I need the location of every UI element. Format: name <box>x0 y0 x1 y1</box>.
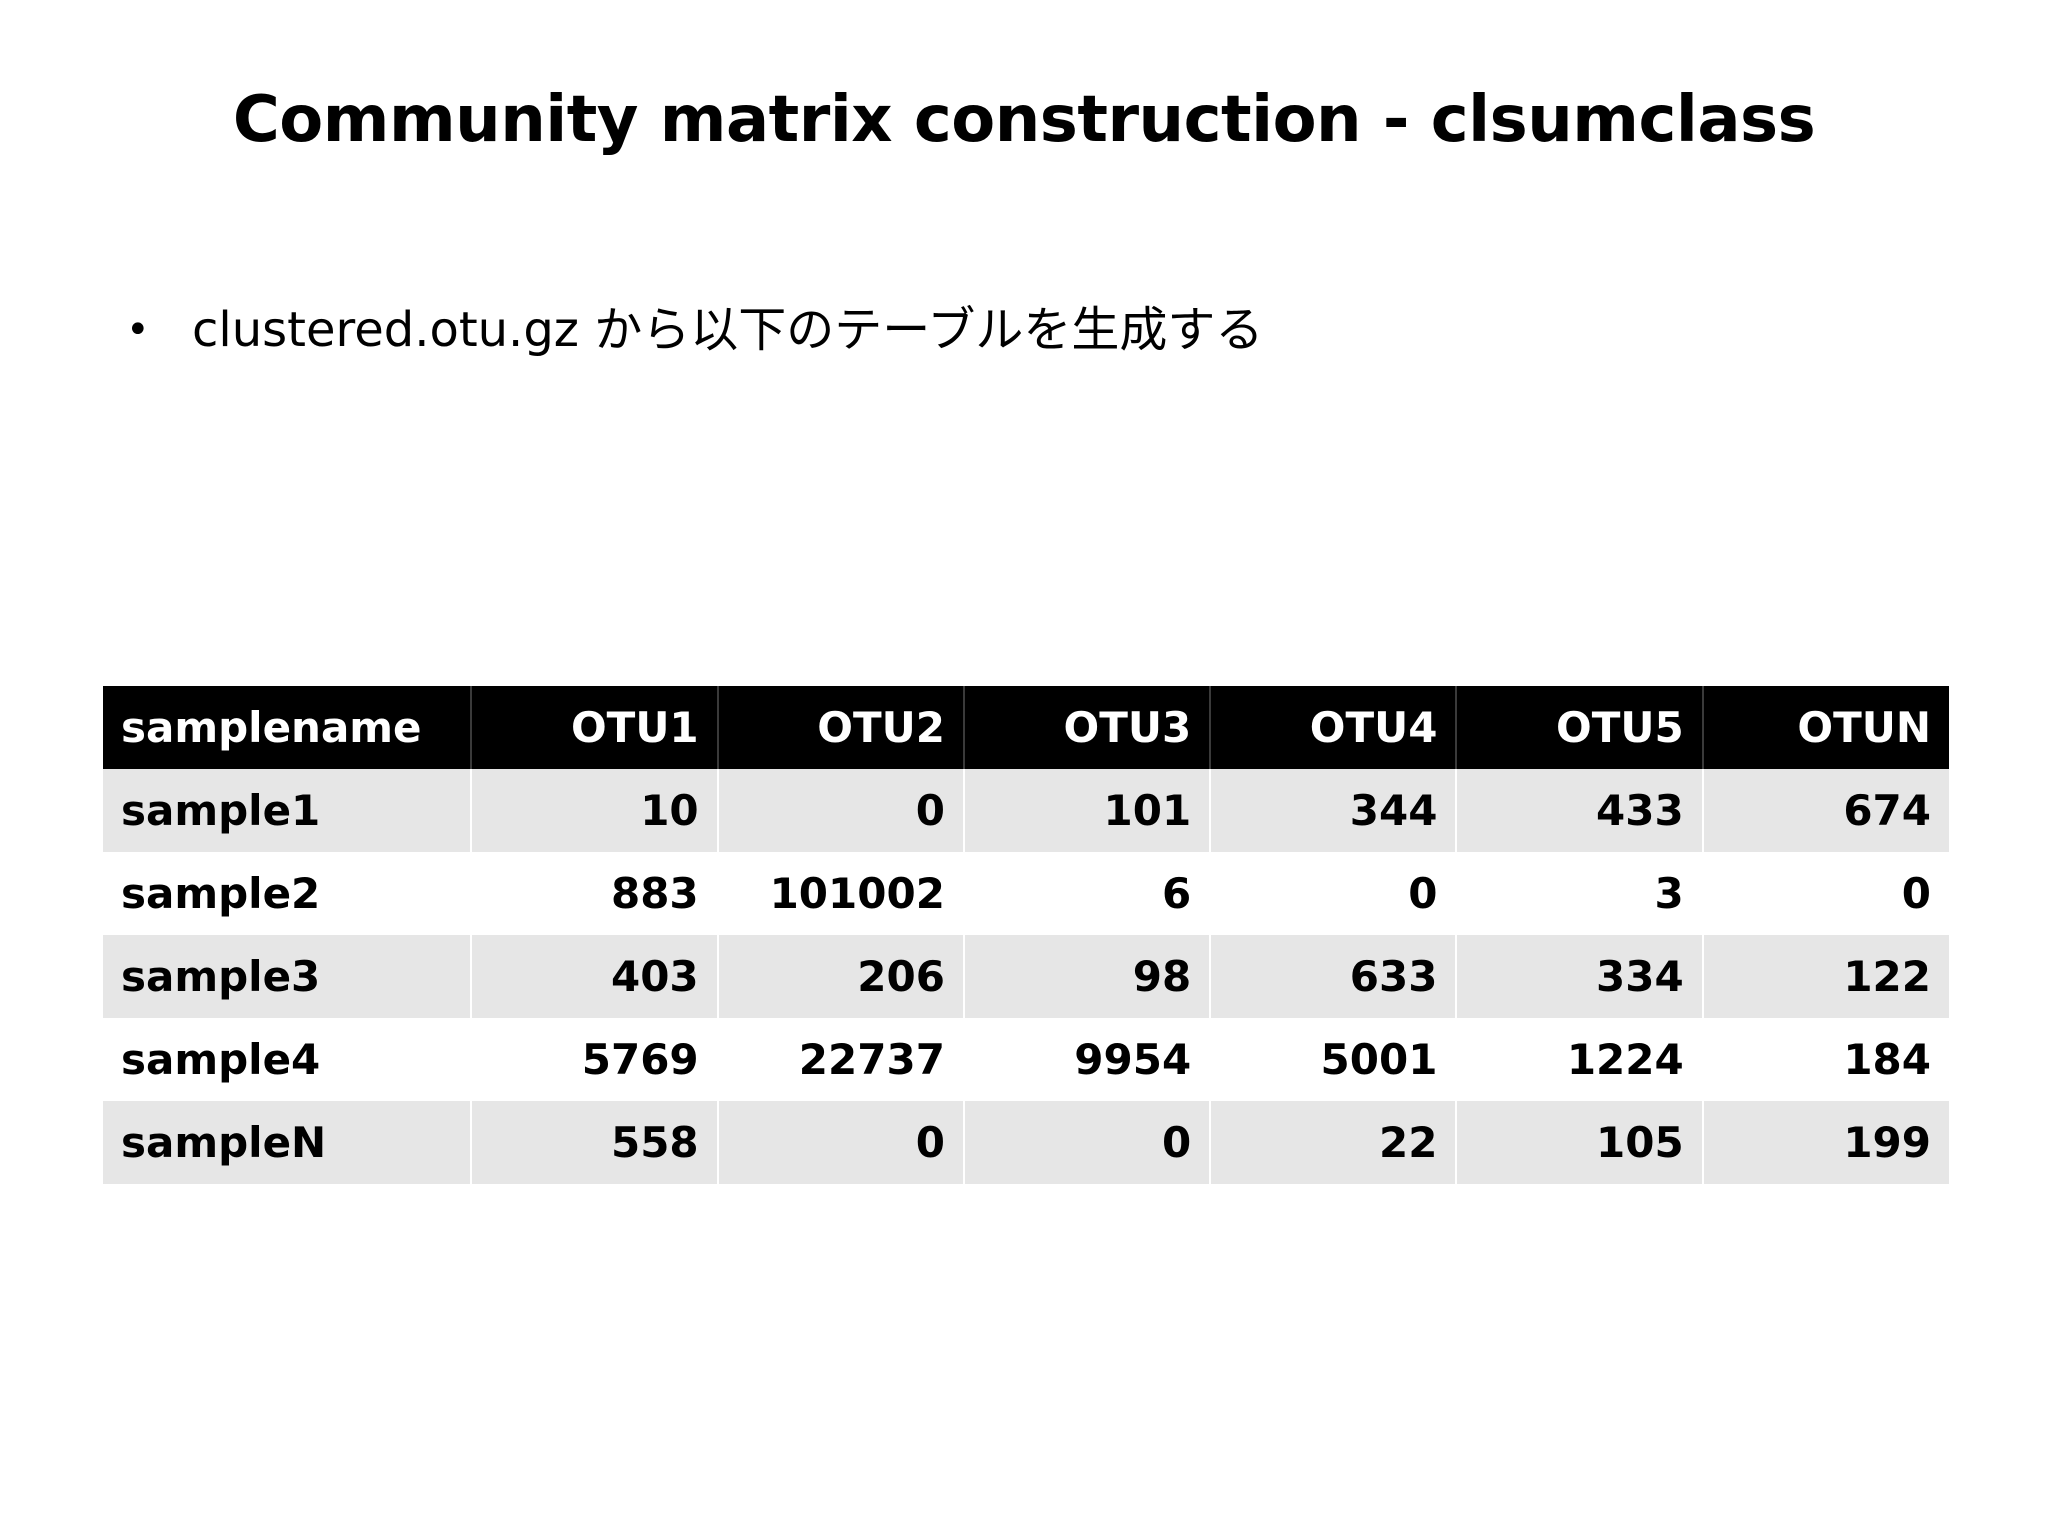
sample-name-cell: sample2 <box>103 852 473 935</box>
table-row: sampleN 558 0 0 22 105 199 <box>103 1101 1949 1184</box>
sample-name-cell: sample4 <box>103 1018 473 1101</box>
sample-name-cell: sampleN <box>103 1101 473 1184</box>
count-cell: 1224 <box>1456 1018 1704 1101</box>
count-cell: 883 <box>471 852 719 935</box>
sample-name-cell: sample1 <box>103 769 473 852</box>
column-header-otun: OTUN <box>1702 686 1949 769</box>
otu-table: samplename OTU1 OTU2 OTU3 OTU4 OTU5 OTUN… <box>103 686 1949 1184</box>
count-cell: 98 <box>963 935 1212 1018</box>
count-cell: 101002 <box>717 852 965 935</box>
count-cell: 22737 <box>717 1018 965 1101</box>
count-cell: 403 <box>471 935 719 1018</box>
count-cell: 22 <box>1210 1101 1458 1184</box>
count-cell: 334 <box>1456 935 1704 1018</box>
column-header-samplename: samplename <box>103 686 473 769</box>
bullet-item: • clustered.otu.gz から以下のテーブルを生成する <box>120 296 1920 364</box>
count-cell: 0 <box>963 1101 1212 1184</box>
count-cell: 433 <box>1456 769 1704 852</box>
bullet-list: • clustered.otu.gz から以下のテーブルを生成する <box>120 296 1920 364</box>
table-row: sample4 5769 22737 9954 5001 1224 184 <box>103 1018 1949 1101</box>
count-cell: 9954 <box>963 1018 1212 1101</box>
count-cell: 105 <box>1456 1101 1704 1184</box>
sample-name-cell: sample3 <box>103 935 473 1018</box>
count-cell: 199 <box>1702 1101 1949 1184</box>
count-cell: 0 <box>1702 852 1949 935</box>
slide-title: Community matrix construction - clsumcla… <box>232 83 1816 157</box>
count-cell: 674 <box>1702 769 1949 852</box>
column-header-otu4: OTU4 <box>1210 686 1458 769</box>
table-row: sample1 10 0 101 344 433 674 <box>103 769 1949 852</box>
table-row: sample3 403 206 98 633 334 122 <box>103 935 1949 1018</box>
count-cell: 6 <box>963 852 1212 935</box>
table-header-row: samplename OTU1 OTU2 OTU3 OTU4 OTU5 OTUN <box>103 686 1949 769</box>
count-cell: 5001 <box>1210 1018 1458 1101</box>
table-row: sample2 883 101002 6 0 3 0 <box>103 852 1949 935</box>
count-cell: 633 <box>1210 935 1458 1018</box>
count-cell: 122 <box>1702 935 1949 1018</box>
column-header-otu1: OTU1 <box>471 686 719 769</box>
count-cell: 206 <box>717 935 965 1018</box>
column-header-otu3: OTU3 <box>963 686 1212 769</box>
bullet-dot-icon: • <box>126 307 150 353</box>
count-cell: 0 <box>717 1101 965 1184</box>
column-header-otu5: OTU5 <box>1456 686 1704 769</box>
count-cell: 184 <box>1702 1018 1949 1101</box>
count-cell: 344 <box>1210 769 1458 852</box>
count-cell: 101 <box>963 769 1212 852</box>
count-cell: 558 <box>471 1101 719 1184</box>
count-cell: 5769 <box>471 1018 719 1101</box>
column-header-otu2: OTU2 <box>717 686 965 769</box>
count-cell: 10 <box>471 769 719 852</box>
count-cell: 0 <box>1210 852 1458 935</box>
count-cell: 3 <box>1456 852 1704 935</box>
count-cell: 0 <box>717 769 965 852</box>
bullet-text: clustered.otu.gz から以下のテーブルを生成する <box>192 302 1264 358</box>
